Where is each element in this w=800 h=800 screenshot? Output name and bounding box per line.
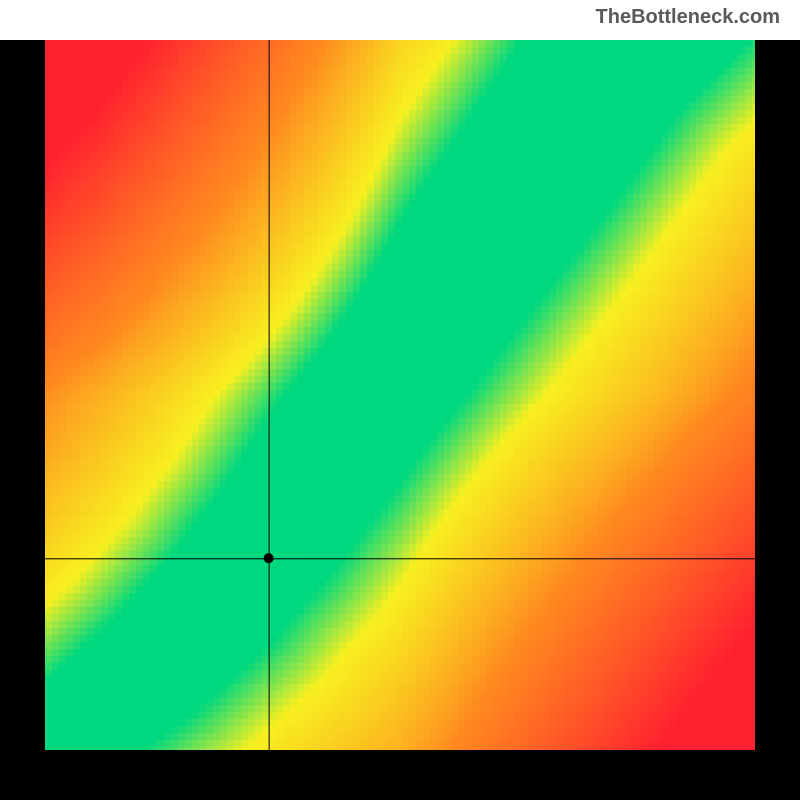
attribution-text: TheBottleneck.com (596, 6, 780, 29)
chart-container: TheBottleneck.com (0, 0, 800, 800)
heatmap-canvas (45, 40, 755, 750)
outer-border (0, 40, 800, 800)
